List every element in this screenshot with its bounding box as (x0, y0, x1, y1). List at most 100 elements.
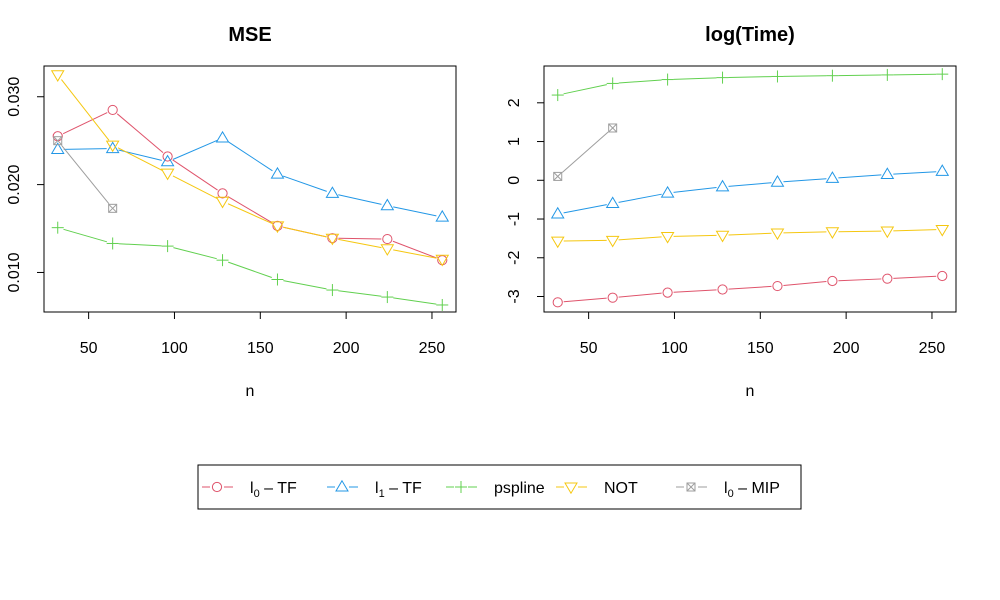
mse-l1tf-segment (282, 175, 327, 192)
mse-not-point (435, 254, 450, 267)
mse-not-segment (283, 226, 327, 238)
mse-l0mip-point (108, 203, 118, 213)
mse-not-point (270, 221, 285, 234)
logtime-pspline-segment (618, 79, 662, 84)
logtime-l1tf-segment (563, 204, 607, 214)
logtime-y-tick-label: -2 (506, 251, 523, 265)
logtime-l1tf-point (935, 164, 950, 176)
mse-l0mip-segment (61, 145, 110, 204)
logtime-pspline-point (881, 68, 894, 81)
logtime-not-segment (838, 230, 882, 233)
mse-pspline-segment (228, 261, 272, 278)
mse-x-tick-label: 200 (333, 340, 360, 357)
logtime-l1tf-segment (838, 174, 882, 179)
logtime-l0mip-point (553, 171, 563, 181)
mse-plot-frame (43, 65, 457, 313)
logtime-l1tf-point (880, 167, 895, 179)
mse-l1tf-segment (63, 148, 107, 150)
logtime-series-pspline (551, 68, 949, 102)
legend-marker-pspline (455, 481, 467, 493)
legend-item-pspline: pspline (446, 480, 545, 497)
mse-y-tick-label: 0.020 (6, 164, 23, 204)
logtime-not-segment (673, 234, 717, 237)
logtime-l1tf-point (660, 185, 675, 198)
logtime-not-point (660, 231, 675, 244)
mse-pspline-point (326, 284, 339, 297)
logtime-y-axis: -3 -2 -1 0 1 2 (506, 98, 545, 304)
logtime-y-tick-label: 2 (506, 98, 523, 107)
mse-l0tf-point (327, 233, 338, 244)
mse-panel: MSE 50 100 150 200 250 0.010 0.020 0.030 n (6, 24, 457, 400)
logtime-not-segment (783, 231, 827, 234)
mse-l1tf-point (50, 142, 65, 154)
logtime-series-l0mip (553, 123, 618, 181)
mse-l1tf-point (215, 130, 230, 143)
mse-series-pspline (51, 221, 449, 311)
logtime-l0tf-segment (893, 275, 937, 279)
mse-l1tf-point (380, 198, 395, 211)
logtime-x-tick-label: 50 (580, 340, 598, 357)
mse-l1tf-segment (227, 140, 273, 172)
logtime-l0tf-point (607, 292, 618, 303)
logtime-l0tf-segment (783, 281, 827, 286)
logtime-not-point (935, 224, 950, 237)
mse-pspline-segment (63, 228, 108, 243)
logtime-pspline-point (826, 69, 839, 82)
mse-series-not (50, 70, 450, 267)
mse-l1tf-segment (172, 139, 218, 160)
logtime-plot-frame (543, 65, 957, 313)
mse-y-tick-label: 0.030 (6, 77, 23, 117)
mse-not-segment (61, 79, 110, 141)
logtime-l0tf-segment (563, 297, 607, 303)
logtime-l1tf-point (715, 179, 730, 192)
mse-l0tf-point (217, 188, 228, 199)
logtime-pspline-segment (673, 77, 717, 80)
legend-label-l0tf: l0 – TF (250, 480, 297, 500)
mse-l1tf-point (325, 186, 340, 198)
logtime-not-point (605, 235, 620, 248)
legend-marker-l0tf (211, 481, 223, 493)
logtime-x-tick-label: 150 (747, 340, 774, 357)
logtime-pspline-point (936, 68, 949, 81)
logtime-pspline-point (716, 71, 729, 84)
mse-l0tf-segment (172, 159, 218, 191)
logtime-x-tick-label: 100 (661, 340, 688, 357)
mse-pspline-point (381, 291, 394, 304)
legend-label-l1tf: l1 – TF (375, 480, 422, 500)
logtime-x-tick-label: 200 (833, 340, 860, 357)
legend-marker-l0mip (686, 482, 696, 492)
logtime-pspline-point (551, 89, 564, 102)
mse-l1tf-segment (393, 206, 437, 217)
mse-not-segment (338, 238, 382, 249)
logtime-pspline-point (606, 77, 619, 90)
mse-not-segment (172, 175, 218, 200)
legend-label-l0mip: l0 – MIP (724, 480, 780, 500)
mse-l1tf-point (270, 166, 285, 179)
legend-label-pspline: pspline (494, 480, 545, 497)
mse-pspline-segment (283, 280, 327, 290)
mse-l0tf-point (382, 233, 393, 245)
logtime-pspline-point (661, 73, 674, 86)
logtime-pspline-segment (838, 74, 882, 77)
logtime-series-not (550, 224, 950, 249)
logtime-l0tf-segment (673, 289, 717, 293)
logtime-pspline-segment (563, 84, 607, 95)
mse-x-tick-label: 250 (419, 340, 446, 357)
logtime-not-point (770, 228, 785, 241)
logtime-l0tf-segment (618, 292, 662, 298)
logtime-y-tick-label: 0 (506, 176, 523, 185)
logtime-series (550, 68, 950, 308)
mse-not-segment (227, 203, 273, 224)
mse-pspline-segment (338, 290, 382, 297)
mse-series-l0tf (52, 104, 448, 266)
logtime-x-label: n (746, 383, 755, 400)
logtime-not-point (715, 230, 730, 243)
legend: l0 – TF l1 – TF pspline NOT l0 – MIP (197, 464, 802, 510)
logtime-l0tf-point (772, 280, 783, 292)
mse-title: MSE (228, 24, 271, 46)
logtime-not-point (825, 227, 840, 239)
logtime-l0mip-segment (561, 131, 609, 173)
legend-label-not: NOT (604, 480, 638, 497)
mse-not-segment (393, 249, 437, 259)
mse-not-segment (117, 147, 163, 171)
